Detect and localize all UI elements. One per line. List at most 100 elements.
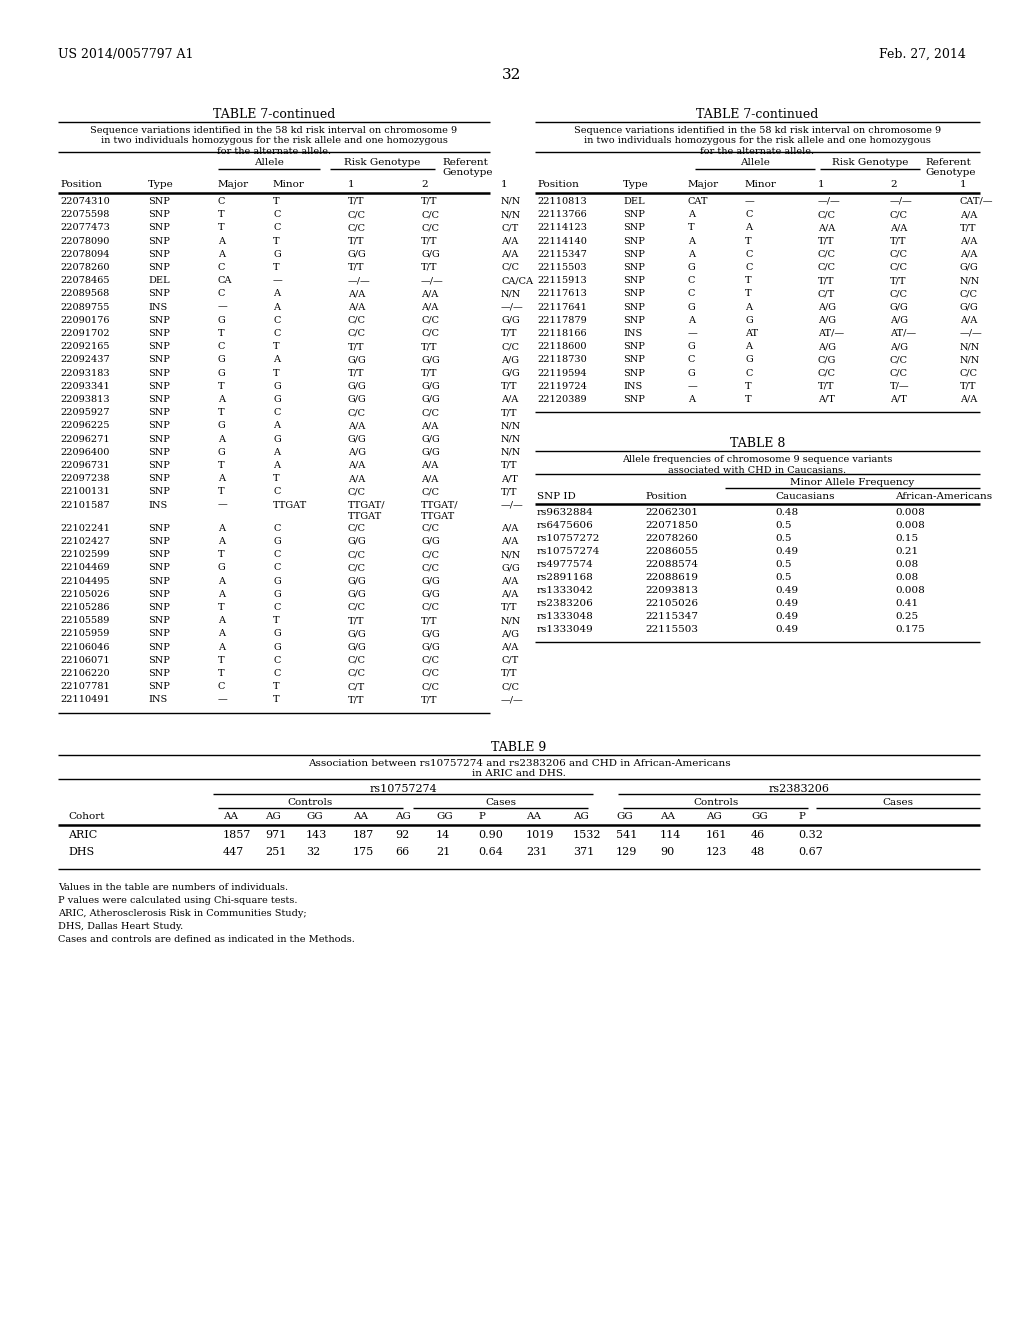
Text: 0.49: 0.49	[775, 612, 798, 622]
Text: 22093813: 22093813	[645, 586, 698, 595]
Text: 0.008: 0.008	[895, 586, 925, 595]
Text: C: C	[688, 289, 695, 298]
Text: G: G	[218, 447, 225, 457]
Text: T/T: T/T	[348, 236, 365, 246]
Text: 22117613: 22117613	[537, 289, 587, 298]
Text: A: A	[218, 434, 225, 444]
Text: Minor: Minor	[745, 180, 777, 189]
Text: A/T: A/T	[890, 395, 907, 404]
Text: 66: 66	[395, 846, 410, 857]
Text: C/C: C/C	[348, 603, 366, 612]
Text: A: A	[218, 630, 225, 639]
Text: C/C: C/C	[421, 210, 439, 219]
Text: N/N: N/N	[961, 342, 980, 351]
Text: A: A	[218, 524, 225, 533]
Text: A: A	[688, 210, 695, 219]
Text: 0.21: 0.21	[895, 548, 919, 556]
Text: 22110813: 22110813	[537, 197, 587, 206]
Text: T: T	[273, 696, 280, 705]
Text: 123: 123	[706, 846, 727, 857]
Text: —: —	[688, 329, 697, 338]
Text: Association between rs10757274 and rs2383206 and CHD in African-Americans
in ARI: Association between rs10757274 and rs238…	[307, 759, 730, 777]
Text: Major: Major	[218, 180, 249, 189]
Text: 0.49: 0.49	[775, 586, 798, 595]
Text: A/A: A/A	[961, 210, 977, 219]
Text: SNP: SNP	[148, 329, 170, 338]
Text: T: T	[745, 289, 752, 298]
Text: 22092165: 22092165	[60, 342, 110, 351]
Text: —: —	[218, 500, 227, 510]
Text: A/A: A/A	[421, 474, 438, 483]
Text: 0.41: 0.41	[895, 599, 919, 609]
Text: G/G: G/G	[348, 395, 367, 404]
Text: TTGAT: TTGAT	[348, 512, 382, 520]
Text: C/C: C/C	[890, 289, 908, 298]
Text: A: A	[273, 289, 280, 298]
Text: SNP: SNP	[623, 315, 645, 325]
Text: 0.5: 0.5	[775, 573, 792, 582]
Text: A: A	[273, 421, 280, 430]
Text: A/G: A/G	[818, 302, 836, 312]
Text: rs10757274: rs10757274	[369, 784, 437, 793]
Text: C: C	[273, 210, 281, 219]
Text: A/A: A/A	[961, 395, 977, 404]
Text: A: A	[218, 249, 225, 259]
Text: Cases: Cases	[485, 797, 516, 807]
Text: 22093813: 22093813	[60, 395, 110, 404]
Text: P values were calculated using Chi-square tests.: P values were calculated using Chi-squar…	[58, 895, 298, 904]
Text: ARIC, Atherosclerosis Risk in Communities Study;: ARIC, Atherosclerosis Risk in Communitie…	[58, 908, 306, 917]
Text: SNP: SNP	[148, 603, 170, 612]
Text: T/T: T/T	[348, 263, 365, 272]
Text: Minor: Minor	[273, 180, 305, 189]
Text: SNP: SNP	[148, 395, 170, 404]
Text: A/A: A/A	[421, 461, 438, 470]
Text: 22105286: 22105286	[60, 603, 110, 612]
Text: T: T	[273, 368, 280, 378]
Text: C/C: C/C	[890, 355, 908, 364]
Text: 22117641: 22117641	[537, 302, 587, 312]
Text: A: A	[273, 355, 280, 364]
Text: SNP: SNP	[148, 408, 170, 417]
Text: 143: 143	[306, 829, 328, 840]
Text: 0.5: 0.5	[775, 535, 792, 544]
Text: 1857: 1857	[223, 829, 251, 840]
Text: 1: 1	[818, 180, 824, 189]
Text: 22095927: 22095927	[60, 408, 110, 417]
Text: N/N: N/N	[501, 434, 521, 444]
Text: ARIC: ARIC	[68, 829, 97, 840]
Text: C: C	[273, 524, 281, 533]
Text: A/A: A/A	[961, 315, 977, 325]
Text: G/G: G/G	[421, 643, 439, 652]
Text: INS: INS	[148, 696, 167, 705]
Text: Controls: Controls	[288, 797, 333, 807]
Text: Cases: Cases	[883, 797, 913, 807]
Text: SNP: SNP	[148, 656, 170, 665]
Text: 22105026: 22105026	[645, 599, 698, 609]
Text: T/T: T/T	[421, 368, 437, 378]
Text: 22105589: 22105589	[60, 616, 110, 626]
Text: GG: GG	[306, 812, 323, 821]
Text: C/C: C/C	[961, 289, 978, 298]
Text: N/N: N/N	[501, 447, 521, 457]
Text: Position: Position	[645, 492, 687, 502]
Text: C/C: C/C	[421, 550, 439, 560]
Text: 22071850: 22071850	[645, 521, 698, 531]
Text: C: C	[688, 276, 695, 285]
Text: SNP: SNP	[148, 197, 170, 206]
Text: T: T	[218, 210, 224, 219]
Text: G: G	[688, 342, 695, 351]
Text: T/T: T/T	[501, 408, 517, 417]
Text: G: G	[218, 315, 225, 325]
Text: SNP: SNP	[148, 630, 170, 639]
Text: AT/—: AT/—	[890, 329, 916, 338]
Text: SNP: SNP	[623, 276, 645, 285]
Text: AG: AG	[706, 812, 722, 821]
Text: SNP: SNP	[148, 249, 170, 259]
Text: SNP: SNP	[148, 342, 170, 351]
Text: A/A: A/A	[348, 421, 366, 430]
Text: A/T: A/T	[501, 474, 518, 483]
Text: TTGAT/: TTGAT/	[348, 500, 385, 510]
Text: C/C: C/C	[961, 368, 978, 378]
Text: G: G	[273, 577, 281, 586]
Text: A: A	[745, 223, 752, 232]
